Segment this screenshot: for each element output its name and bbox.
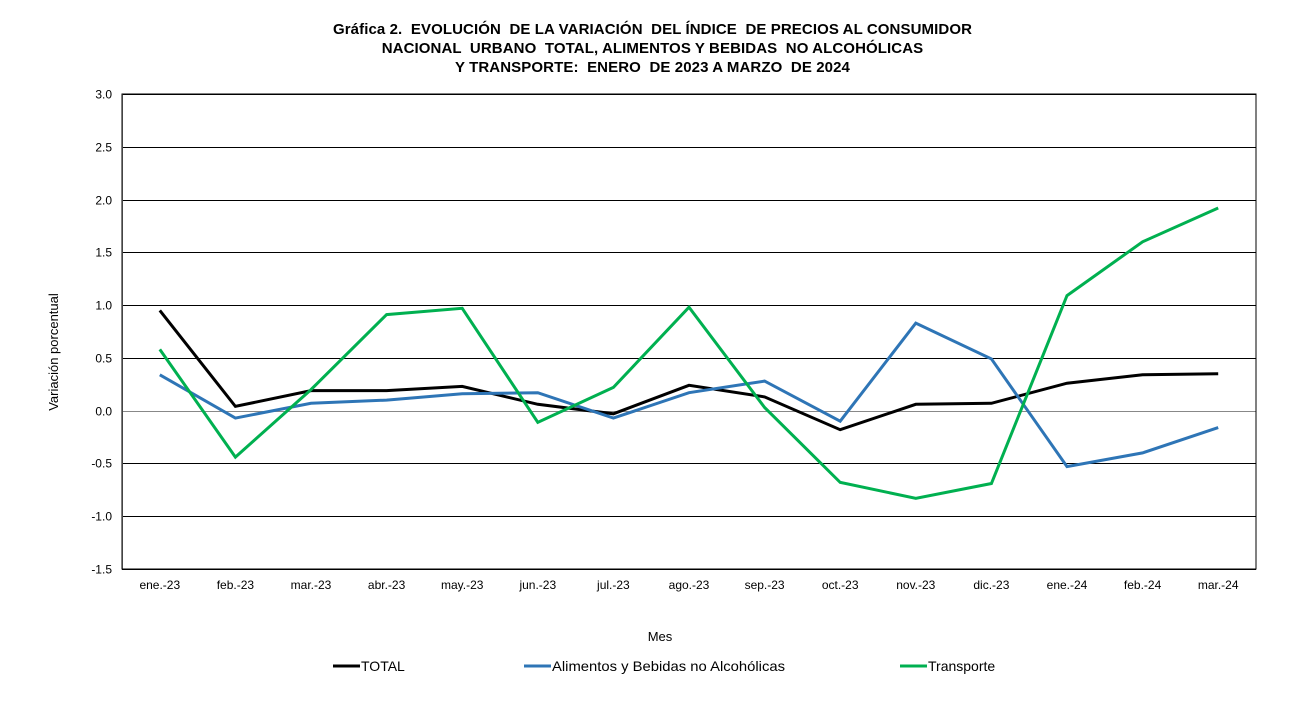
x-tick-label: mar.-23 [291, 578, 332, 592]
y-axis-label: Variación porcentual [46, 293, 61, 411]
chart-title-line-2: NACIONAL URBANO TOTAL, ALIMENTOS Y BEBID… [381, 40, 924, 57]
x-tick-label: feb.-24 [1124, 578, 1162, 592]
series-lines [158, 206, 1219, 500]
gridlines [122, 94, 1256, 570]
plot-frame [121, 93, 1257, 570]
legend-label-alimentos: Alimentos y Bebidas no Alcohólicas [552, 658, 785, 674]
chart-title-line-1: Gráfica 2. EVOLUCIÓN DE LA VARIACIÓN DEL… [332, 21, 973, 38]
x-axis-label: Mes [648, 629, 673, 644]
x-tick-label: feb.-23 [217, 578, 255, 592]
chart-title-line-3: Y TRANSPORTE: ENERO DE 2023 A MARZO DE 2… [455, 59, 850, 76]
x-tick-label: jun.-23 [518, 578, 556, 592]
x-tick-label: oct.-23 [822, 578, 859, 592]
x-tick-label: jul.-23 [596, 578, 630, 592]
x-tick-label: may.-23 [441, 578, 484, 592]
y-tick-label: 2.0 [95, 194, 112, 208]
x-tick-label: nov.-23 [896, 578, 935, 592]
x-tick-label: dic.-23 [973, 578, 1009, 592]
legend-label-total: TOTAL [361, 658, 405, 674]
y-tick-label: -0.5 [91, 457, 112, 471]
x-axis-ticks: ene.-23 feb.-23 mar.-23 abr.-23 may.-23 jun.-… [139, 578, 1238, 592]
chart-title: Gráfica 2. EVOLUCIÓN DE LA VARIACIÓN DEL… [0, 20, 1289, 77]
y-tick-label: 0.0 [95, 405, 112, 419]
series-transporte [158, 206, 1219, 500]
y-tick-label: 0.5 [95, 352, 112, 366]
x-tick-label: ago.-23 [669, 578, 710, 592]
y-tick-label: 2.5 [95, 141, 112, 155]
y-tick-label: -1.5 [91, 563, 112, 577]
x-tick-label: abr.-23 [368, 578, 406, 592]
series-line [159, 321, 1219, 469]
x-tick-label: ene.-24 [1047, 578, 1088, 592]
legend-label-transporte: Transporte [928, 658, 995, 674]
y-tick-label: 1.5 [95, 246, 112, 260]
x-tick-label: mar.-24 [1198, 578, 1239, 592]
y-axis-ticks: 3.0 2.5 2.0 1.5 1.0 0.5 0.0 -0.5 -1.0 -1.5 [91, 88, 112, 577]
legend: TOTAL Alimentos y Bebidas no Alcohólicas… [333, 658, 995, 674]
y-tick-label: 1.0 [95, 299, 112, 313]
x-tick-label: ene.-23 [139, 578, 180, 592]
series-alimentos [159, 321, 1219, 469]
x-tick-label: sep.-23 [745, 578, 785, 592]
y-tick-label: 3.0 [95, 88, 112, 102]
y-tick-label: -1.0 [91, 510, 112, 524]
